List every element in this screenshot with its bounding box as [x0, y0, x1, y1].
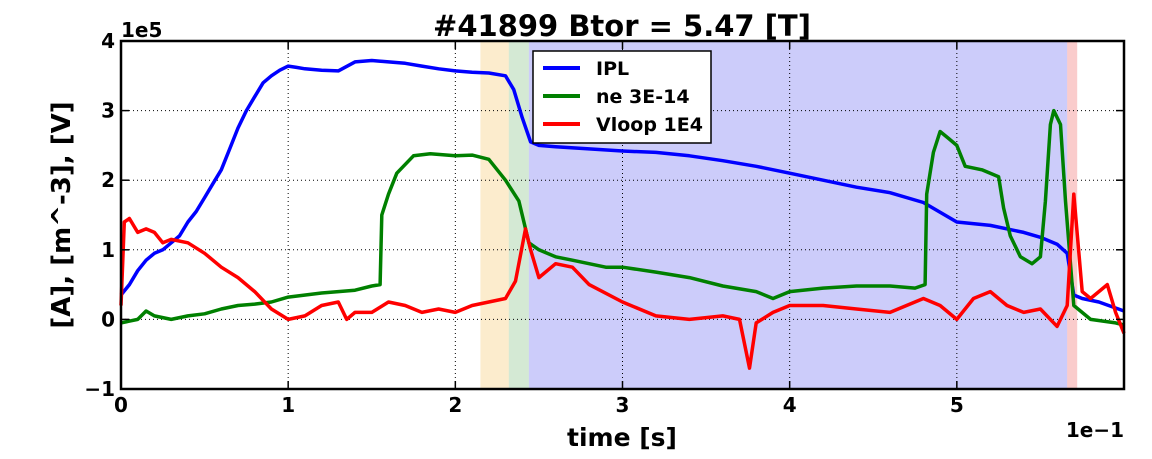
- y-tick-label: 0: [101, 307, 115, 331]
- x-tick-label: 5: [950, 393, 964, 417]
- x-tick-label: 1: [281, 393, 295, 417]
- x-tick-label: 0: [114, 393, 128, 417]
- series-line-2: [120, 108, 1125, 327]
- legend-label-2: ne 3E-14: [596, 86, 690, 108]
- y-tick-label: −1: [84, 377, 115, 401]
- shaded-region-2: [508, 41, 529, 389]
- x-tick-label: 3: [616, 393, 630, 417]
- series-line-3: [119, 192, 1126, 370]
- x-tick-label: 4: [783, 393, 797, 417]
- chart-title: #41899 Btor = 5.47 [T]: [433, 9, 811, 43]
- series-lines: [119, 58, 1126, 370]
- x-tick-label: 2: [448, 393, 462, 417]
- x-axis-label: time [s]: [567, 423, 677, 452]
- x-offset-label: 1e−1: [1066, 418, 1124, 442]
- legend: IPL ne 3E-14 Vloop 1E4: [532, 50, 712, 144]
- y-offset-label: 1e5: [121, 18, 162, 42]
- y-tick-label: 2: [101, 168, 115, 192]
- y-tick-label: 3: [101, 99, 115, 123]
- y-axis-label: [A], [m^-3], [V]: [47, 101, 77, 328]
- legend-label-3: Vloop 1E4: [596, 114, 703, 136]
- shaded-region-1: [480, 41, 509, 389]
- y-tick-label: 4: [101, 29, 115, 53]
- legend-label-1: IPL: [596, 58, 629, 80]
- y-tick-label: 1: [101, 238, 115, 262]
- series-line-1: [119, 58, 1125, 313]
